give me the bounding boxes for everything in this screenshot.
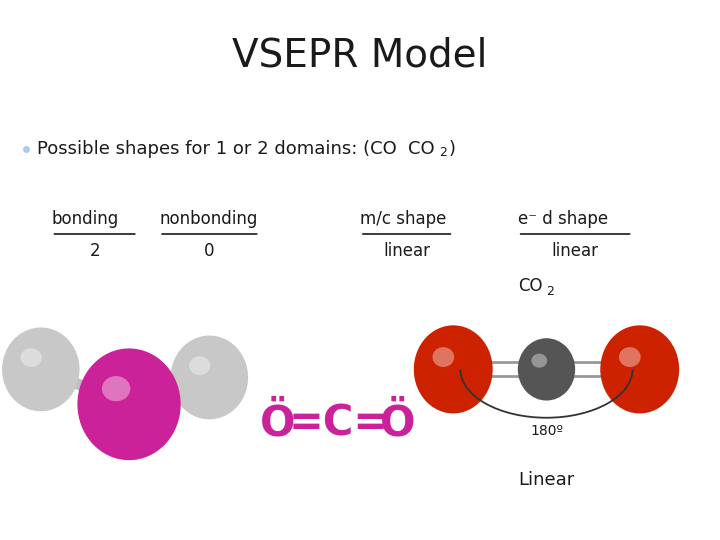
Text: linear: linear <box>552 242 598 260</box>
Text: Ö: Ö <box>260 402 295 444</box>
Text: Possible shapes for 1 or 2 domains: (CO: Possible shapes for 1 or 2 domains: (CO <box>37 140 397 158</box>
Text: linear: linear <box>383 242 430 260</box>
Ellipse shape <box>171 335 248 420</box>
Ellipse shape <box>433 347 454 367</box>
Ellipse shape <box>20 348 42 367</box>
Text: bonding: bonding <box>52 210 119 228</box>
Text: Linear: Linear <box>518 470 575 489</box>
Text: 2: 2 <box>439 146 447 159</box>
Ellipse shape <box>2 327 80 411</box>
Text: CO: CO <box>408 140 435 158</box>
Text: CO: CO <box>518 277 542 295</box>
Text: =C=: =C= <box>289 402 389 444</box>
Ellipse shape <box>102 376 130 401</box>
Text: m/c shape: m/c shape <box>360 210 446 228</box>
Ellipse shape <box>600 325 679 414</box>
Text: VSEPR Model: VSEPR Model <box>233 36 487 74</box>
Ellipse shape <box>518 338 575 401</box>
Text: e⁻ d shape: e⁻ d shape <box>518 210 608 228</box>
Ellipse shape <box>414 325 492 414</box>
Ellipse shape <box>78 348 181 460</box>
Text: 2: 2 <box>89 242 100 260</box>
Text: Ö: Ö <box>380 402 415 444</box>
Text: 180º: 180º <box>530 424 563 438</box>
Text: 0: 0 <box>204 242 215 260</box>
Ellipse shape <box>531 354 547 368</box>
Text: 2: 2 <box>546 285 554 298</box>
Text: ): ) <box>449 140 456 158</box>
Text: nonbonding: nonbonding <box>159 210 258 228</box>
Ellipse shape <box>189 356 210 375</box>
Ellipse shape <box>619 347 641 367</box>
